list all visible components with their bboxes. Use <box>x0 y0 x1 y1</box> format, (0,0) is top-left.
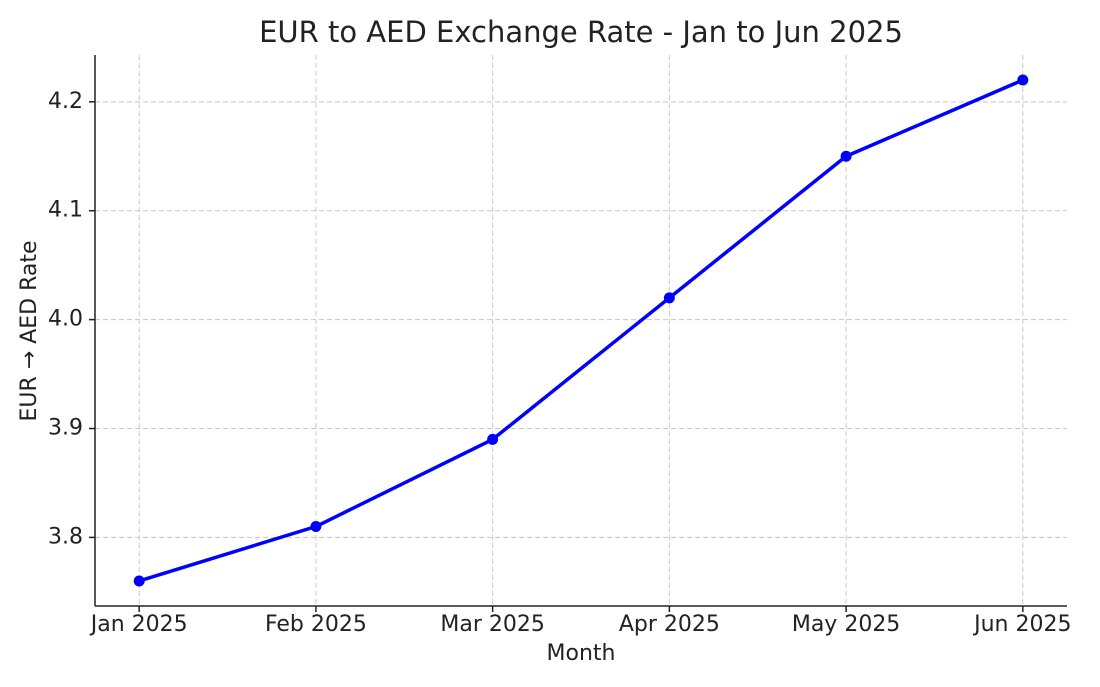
y-tick-label: 3.9 <box>48 416 83 441</box>
data-point <box>310 521 322 533</box>
data-point <box>1017 74 1029 86</box>
data-point <box>663 292 675 304</box>
x-tick-label: May 2025 <box>792 612 900 637</box>
data-point <box>840 150 852 162</box>
x-tick-label: Feb 2025 <box>265 612 367 637</box>
chart-title: EUR to AED Exchange Rate - Jan to Jun 20… <box>259 15 903 49</box>
x-axis-label: Month <box>547 641 616 666</box>
x-tick-label: Mar 2025 <box>440 612 545 637</box>
y-tick-label: 4.1 <box>48 198 83 223</box>
y-tick-label: 3.8 <box>48 524 83 549</box>
data-point <box>133 575 145 587</box>
y-tick-label: 4.0 <box>48 307 83 332</box>
x-tick-label: Apr 2025 <box>619 612 720 637</box>
data-point <box>487 433 499 445</box>
y-tick-label: 4.2 <box>48 89 83 114</box>
data-line <box>138 78 1024 583</box>
x-tick-label: Jun 2025 <box>972 612 1071 637</box>
y-axis-label: EUR → AED Rate <box>17 240 42 421</box>
x-tick-label: Jan 2025 <box>89 612 188 637</box>
